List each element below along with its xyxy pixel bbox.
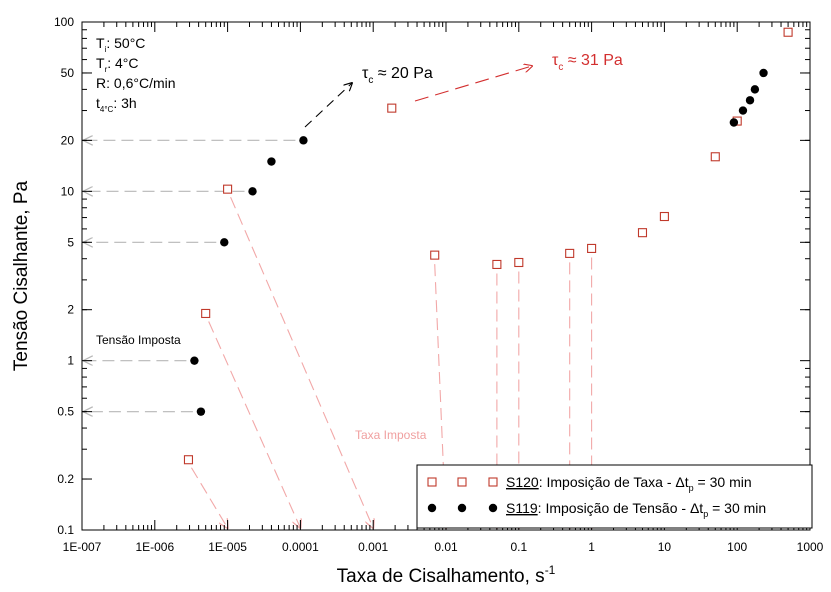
x-tick-label: 1E-007: [63, 540, 102, 554]
y-tick-label: 100: [54, 15, 74, 29]
x-tick-label: 0.0001: [282, 540, 319, 554]
legend-marker: [488, 477, 498, 487]
s119-point: [759, 68, 768, 78]
x-tick-label: 0.001: [358, 540, 388, 554]
imposed-rate-guide: [208, 321, 301, 528]
y-tick-label: 1: [67, 354, 74, 368]
s120-point: [587, 243, 597, 253]
s119-point: [196, 407, 206, 416]
legend-marker: [427, 477, 437, 487]
s120-point: [710, 152, 720, 162]
s120-point: [514, 257, 524, 268]
tau-c-20-annotation: τc ≈ 20 Pa: [304, 65, 433, 128]
legend: S120: Imposição de Taxa - Δtp = 30 min S1…: [416, 464, 813, 529]
axes: 1E-007 1E-006 1E-005 0.0001 0.001 0.01 0.1 1 10 1…: [54, 15, 824, 554]
x-tick-label: 0.01: [434, 540, 458, 554]
y-tick-label: 50: [61, 66, 75, 80]
condition-text: Ti: 50°C: [96, 35, 145, 54]
y-tick-label: 5: [67, 235, 74, 249]
legend-label: S120: Imposição de Taxa - Δtp = 30 min: [506, 474, 752, 493]
s119-point: [267, 157, 276, 166]
x-tick-label: 1: [588, 540, 595, 554]
legend-marker: [457, 477, 467, 487]
s119-point: [190, 356, 199, 365]
s120-point: [783, 27, 793, 37]
s119-point: [299, 136, 308, 145]
x-tick-label: 100: [727, 540, 747, 554]
svg-text:τc ≈ 31 Pa: τc ≈ 31 Pa: [552, 52, 623, 73]
y-tick-label: 10: [61, 184, 75, 198]
legend-marker: [457, 503, 467, 513]
s119-point: [750, 85, 760, 94]
s120-point: [430, 250, 440, 260]
x-axis-label: Taxa de Cisalhamento, s-1: [337, 563, 556, 587]
condition-text: t4°C: 3h: [96, 95, 137, 114]
x-tick-label: 1E-006: [135, 540, 174, 554]
tau-c-31-annotation: τc ≈ 31 Pa: [414, 52, 623, 102]
imposed-rate-guide: [230, 196, 374, 528]
condition-text: Tr: 4°C: [96, 55, 139, 74]
y-tick-label: 0.2: [57, 472, 74, 486]
s120-point: [201, 308, 211, 319]
s120-point: [659, 211, 669, 222]
x-tick-label: 10: [658, 540, 672, 554]
condition-text: R: 0,6°C/min: [96, 75, 176, 91]
tensao-imposta-label: Tensão Imposta: [96, 333, 181, 347]
s120-point: [387, 103, 397, 113]
y-tick-label: 0.5: [57, 405, 74, 419]
x-tick-label: 1000: [797, 540, 824, 554]
s120-point: [223, 184, 233, 194]
y-axis-label: Tensão Cisalhante, Pa: [11, 181, 32, 372]
taxa-imposta-label: Taxa Imposta: [355, 428, 427, 442]
x-tick-label: 1E-005: [208, 540, 247, 554]
tau-symbol: τ: [362, 65, 369, 82]
s120-point: [637, 228, 648, 238]
y-tick-label: 20: [61, 133, 75, 147]
guide-lines: [84, 140, 592, 528]
data-marks: [183, 27, 793, 465]
s120-point: [565, 248, 575, 258]
s120-point: [492, 259, 502, 270]
s120-point: [183, 455, 194, 465]
s119-point: [220, 238, 229, 247]
legend-label: S119: Imposição de Tensão - Δtp = 30 min: [506, 500, 766, 519]
conditions-block: Ti: 50°CTr: 4°CR: 0,6°C/min t4°C: 3h: [96, 35, 176, 114]
y-tick-label: 0.1: [57, 523, 74, 537]
legend-marker: [427, 503, 437, 513]
s119-point: [738, 106, 748, 115]
legend-marker: [488, 503, 498, 513]
s119-point: [745, 96, 755, 105]
s119-point: [729, 118, 739, 127]
svg-text:τc ≈ 20 Pa: τc ≈ 20 Pa: [362, 65, 433, 86]
x-tick-label: 0.1: [510, 540, 527, 554]
imposed-rate-guide: [190, 467, 227, 528]
plot-frame: [81, 21, 811, 531]
s119-point: [248, 187, 257, 196]
y-tick-label: 2: [67, 303, 74, 317]
